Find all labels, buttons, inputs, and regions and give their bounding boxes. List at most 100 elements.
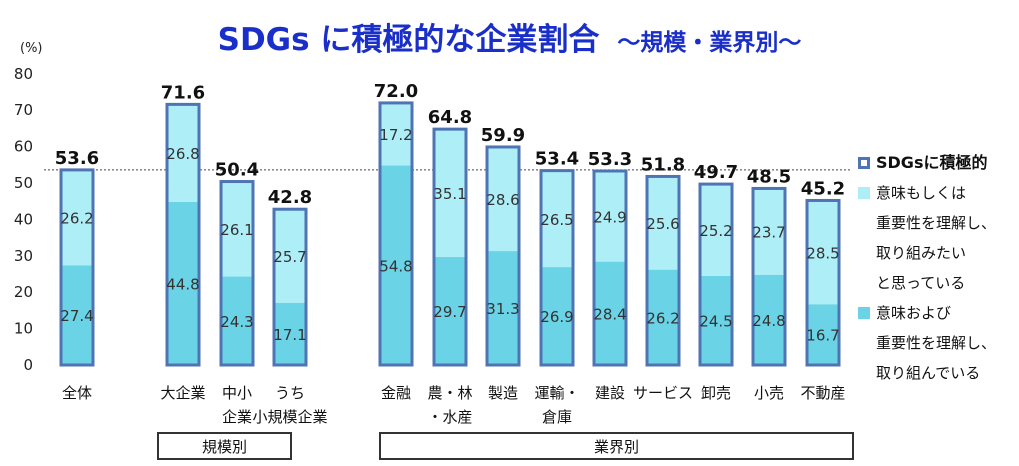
bar-segment-light (221, 181, 253, 277)
group-box (157, 432, 292, 460)
category-label: 建設 (595, 384, 625, 402)
legend-label-light-2: 重要性を理解し、 (876, 214, 997, 232)
data-label-light: 28.6 (486, 191, 519, 209)
bar-segment-dark (541, 267, 573, 365)
bar-total-outline (751, 186, 787, 367)
category-label: 農・林 (427, 384, 472, 402)
y-tick-label: 70 (14, 101, 33, 119)
category-label: ・水産 (427, 408, 472, 426)
legend-label-dark-2: 重要性を理解し、 (876, 334, 997, 352)
bar-segment-light (487, 146, 519, 252)
bar-segment-light (61, 169, 93, 266)
data-label-total: 64.8 (428, 107, 472, 128)
bar-segment-dark (700, 275, 732, 365)
category-label: 運輸・ (534, 384, 579, 402)
data-label-light: 26.8 (166, 145, 199, 163)
y-tick-label: 60 (14, 138, 33, 156)
y-tick-label: 40 (14, 210, 33, 228)
bar-segment-dark (380, 165, 412, 365)
group-label: 業界別 (594, 438, 639, 456)
y-tick-label: 20 (14, 283, 33, 301)
category-label: 小規模企業 (252, 408, 327, 426)
data-label-total: 51.8 (641, 154, 685, 175)
bar-segment-light (700, 184, 732, 276)
data-label-light: 23.7 (752, 224, 785, 242)
category-label: うち (275, 384, 305, 402)
category-label: サービス (633, 384, 693, 402)
bar-total-outline (485, 145, 521, 367)
y-tick-label: 0 (23, 356, 33, 374)
data-label-dark: 24.8 (752, 312, 785, 330)
category-label: 金融 (381, 384, 411, 402)
bar-total-outline (272, 207, 308, 367)
data-label-total: 59.9 (481, 125, 525, 146)
bar-total-outline (378, 101, 414, 367)
data-label-dark: 27.4 (60, 307, 93, 325)
category-label: 小売 (754, 384, 784, 402)
legend-label-total: SDGsに積極的 (876, 153, 988, 172)
bar-total-outline (805, 198, 841, 367)
chart-title-sub: ～規模・業界別～ (617, 30, 802, 56)
group-box (379, 432, 854, 460)
bar-segment-light (594, 170, 626, 262)
group-label: 規模別 (202, 438, 247, 456)
data-label-dark: 17.1 (273, 326, 306, 344)
category-label: 全体 (62, 384, 92, 402)
bar-segment-light (167, 104, 199, 202)
bar-total-outline (165, 102, 201, 367)
data-label-total: 50.4 (215, 160, 259, 181)
legend-swatch-light (858, 187, 870, 199)
y-tick-label: 10 (14, 320, 33, 338)
bar-segment-dark (594, 261, 626, 365)
category-label: 企業 (222, 408, 252, 426)
data-label-total: 45.2 (801, 178, 845, 199)
legend-label-light-4: と思っている (876, 274, 966, 292)
bar-segment-light (807, 200, 839, 305)
legend-label-dark-1: 意味および (876, 304, 952, 322)
data-label-light: 17.2 (379, 126, 412, 144)
chart-title: SDGs に積極的な企業割合 ～規模・業界別～ (0, 14, 1019, 59)
bar-total-outline (698, 182, 734, 367)
bar-segment-light (274, 209, 306, 303)
data-label-dark: 24.5 (699, 312, 732, 330)
bar-total-outline (219, 180, 255, 367)
bar-segment-dark (167, 201, 199, 365)
bar-segment-light (541, 170, 573, 268)
bar-segment-dark (647, 269, 679, 365)
bar-segment-dark (61, 265, 93, 365)
data-label-dark: 28.4 (593, 305, 626, 323)
legend-item-want-to-work: 意味もしくは 重要性を理解し、 取り組みたい と思っている (856, 178, 1016, 298)
data-label-light: 26.1 (220, 221, 253, 239)
category-label: 不動産 (800, 384, 845, 402)
data-label-light: 25.2 (699, 222, 732, 240)
legend-item-working: 意味および 重要性を理解し、 取り組んでいる (856, 298, 1016, 388)
legend: SDGsに積極的 意味もしくは 重要性を理解し、 取り組みたい と思っている 意… (856, 148, 1016, 388)
bar-segment-light (434, 129, 466, 257)
category-label: 中小 (222, 384, 252, 402)
category-label: 製造 (488, 384, 518, 402)
category-label: 倉庫 (542, 408, 572, 426)
data-label-dark: 24.3 (220, 313, 253, 331)
data-label-dark: 29.7 (433, 303, 466, 321)
y-tick-label: 80 (14, 65, 33, 83)
data-label-dark: 44.8 (166, 275, 199, 293)
bar-segment-dark (807, 304, 839, 365)
bar-segment-dark (487, 251, 519, 365)
bar-total-outline (59, 168, 95, 367)
data-label-dark: 54.8 (379, 257, 412, 275)
data-label-light: 26.2 (60, 210, 93, 228)
data-label-light: 25.6 (646, 215, 679, 233)
data-label-dark: 31.3 (486, 300, 519, 318)
data-label-total: 48.5 (747, 166, 791, 187)
chart-title-main: SDGs に積極的な企業割合 (217, 22, 600, 58)
data-label-total: 49.7 (694, 162, 738, 183)
data-label-light: 28.5 (806, 244, 839, 262)
data-label-light: 25.7 (273, 248, 306, 266)
bar-segment-light (380, 102, 412, 166)
category-label: 卸売 (701, 384, 731, 402)
bar-segment-dark (753, 274, 785, 365)
bar-segment-light (753, 188, 785, 275)
category-label: 大企業 (160, 384, 205, 402)
legend-label-dark-3: 取り組んでいる (876, 364, 981, 382)
